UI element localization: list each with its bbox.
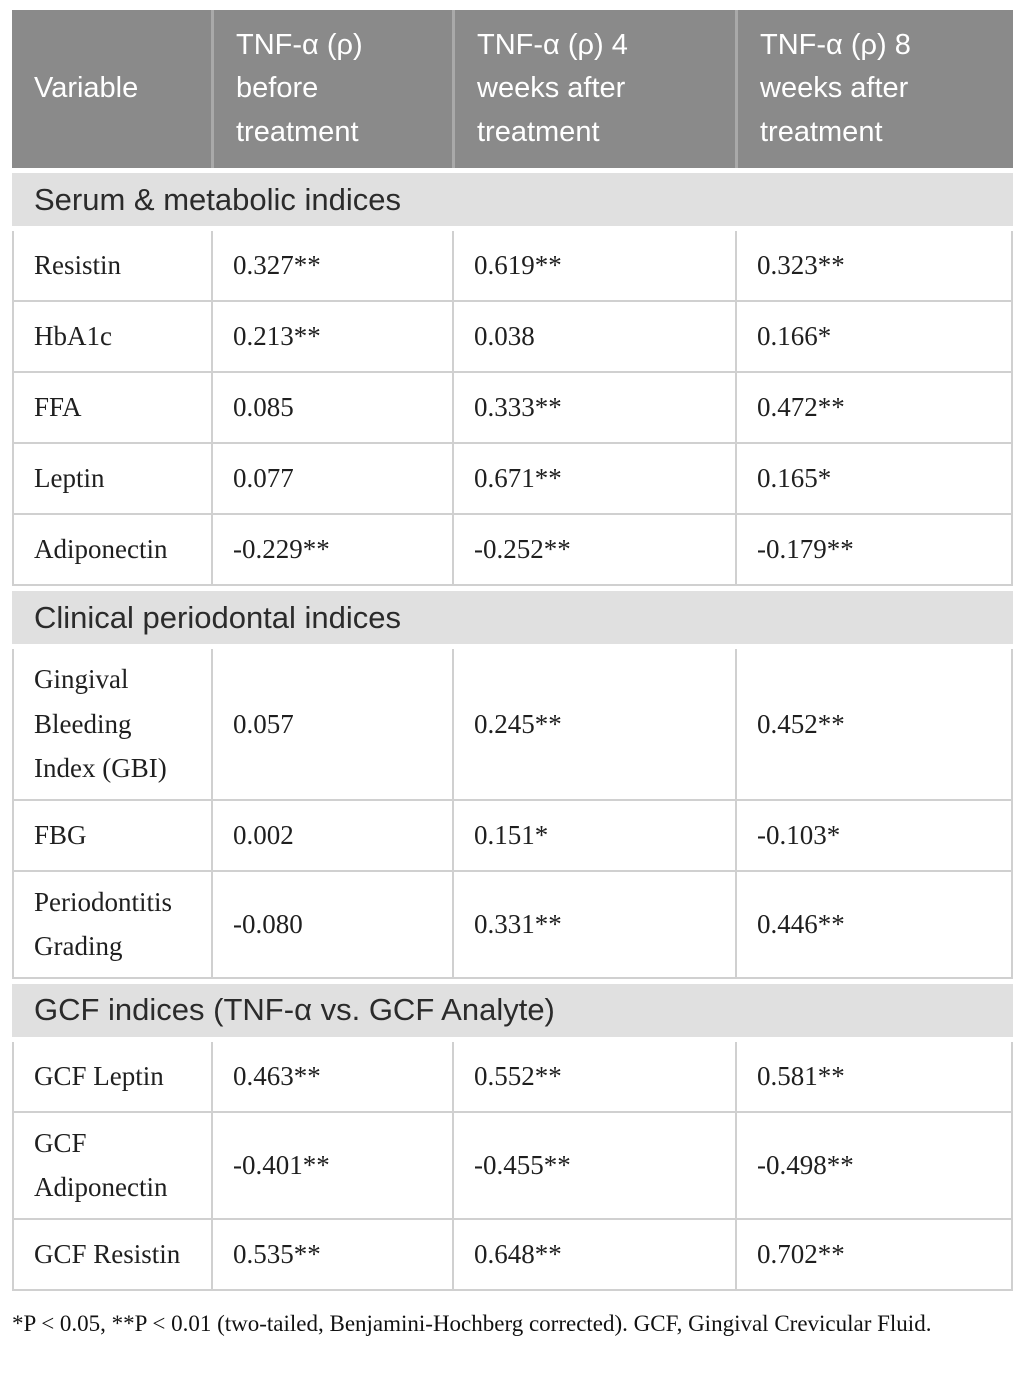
row-label: Periodontitis Grading (12, 871, 211, 979)
value-cell: -0.080 (211, 871, 452, 979)
table-row-gcf-leptin: GCF Leptin 0.463** 0.552** 0.581** (12, 1041, 1013, 1113)
value-cell: 0.535** (211, 1219, 452, 1291)
value-cell: 0.619** (452, 231, 735, 302)
row-label: Leptin (12, 444, 211, 515)
value-cell: 0.213** (211, 302, 452, 373)
value-cell: 0.057 (211, 649, 452, 801)
row-label: FBG (12, 800, 211, 872)
table-row-hba1c: HbA1c 0.213** 0.038 0.166* (12, 302, 1013, 373)
value-cell: 0.333** (452, 373, 735, 444)
column-header-tnf-before: TNF-α (ρ) before treatment (211, 10, 452, 168)
table-figure-page: Variable TNF-α (ρ) before treatment TNF-… (12, 10, 1013, 1336)
value-cell: 0.245** (452, 649, 735, 801)
section-title-gcf: GCF indices (TNF-α vs. GCF Analyte) (12, 978, 1013, 1042)
row-label: Gingival Bleeding Index (GBI) (12, 649, 211, 801)
section-header-row-clinical: Clinical periodontal indices (12, 586, 1013, 649)
table-row-periodontitis-grading: Periodontitis Grading -0.080 0.331** 0.4… (12, 871, 1013, 979)
row-label: HbA1c (12, 302, 211, 373)
value-cell: 0.671** (452, 444, 735, 515)
table-row-leptin: Leptin 0.077 0.671** 0.165* (12, 444, 1013, 515)
column-header-variable: Variable (12, 10, 211, 168)
value-cell: 0.165* (735, 444, 1013, 515)
value-cell: -0.229** (211, 515, 452, 586)
value-cell: 0.085 (211, 373, 452, 444)
value-cell: -0.401** (211, 1112, 452, 1220)
column-header-tnf-8-weeks: TNF-α (ρ) 8 weeks after treatment (735, 10, 1013, 168)
value-cell: 0.151* (452, 800, 735, 872)
row-label: GCF Leptin (12, 1041, 211, 1113)
value-cell: 0.166* (735, 302, 1013, 373)
value-cell: -0.252** (452, 515, 735, 586)
table-row-adiponectin: Adiponectin -0.229** -0.252** -0.179** (12, 515, 1013, 586)
value-cell: 0.581** (735, 1041, 1013, 1113)
row-label: Adiponectin (12, 515, 211, 586)
value-cell: 0.323** (735, 231, 1013, 302)
value-cell: -0.455** (452, 1112, 735, 1220)
table-row-gcf-resistin: GCF Resistin 0.535** 0.648** 0.702** (12, 1219, 1013, 1291)
header-row: Variable TNF-α (ρ) before treatment TNF-… (12, 10, 1013, 168)
table-row-resistin: Resistin 0.327** 0.619** 0.323** (12, 231, 1013, 302)
value-cell: 0.463** (211, 1041, 452, 1113)
table-row-gcf-adiponectin: GCF Adiponectin -0.401** -0.455** -0.498… (12, 1112, 1013, 1220)
value-cell: 0.077 (211, 444, 452, 515)
value-cell: 0.452** (735, 649, 1013, 801)
table-row-gbi: Gingival Bleeding Index (GBI) 0.057 0.24… (12, 649, 1013, 801)
value-cell: 0.702** (735, 1219, 1013, 1291)
value-cell: 0.002 (211, 800, 452, 872)
column-header-tnf-4-weeks: TNF-α (ρ) 4 weeks after treatment (452, 10, 735, 168)
value-cell: -0.498** (735, 1112, 1013, 1220)
section-header-row-gcf: GCF indices (TNF-α vs. GCF Analyte) (12, 978, 1013, 1042)
section-header-row-serum: Serum & metabolic indices (12, 168, 1013, 231)
table-row-fbg: FBG 0.002 0.151* -0.103* (12, 800, 1013, 872)
section-title-clinical: Clinical periodontal indices (12, 586, 1013, 649)
value-cell: 0.552** (452, 1041, 735, 1113)
section-title-serum: Serum & metabolic indices (12, 168, 1013, 231)
footnote: *P < 0.05, **P < 0.01 (two-tailed, Benja… (12, 1310, 932, 1336)
correlation-table: Variable TNF-α (ρ) before treatment TNF-… (12, 10, 1013, 1291)
row-label: GCF Adiponectin (12, 1112, 211, 1220)
value-cell: -0.179** (735, 515, 1013, 586)
row-label: Resistin (12, 231, 211, 302)
value-cell: 0.472** (735, 373, 1013, 444)
value-cell: 0.648** (452, 1219, 735, 1291)
value-cell: 0.038 (452, 302, 735, 373)
value-cell: 0.446** (735, 871, 1013, 979)
value-cell: 0.331** (452, 871, 735, 979)
row-label: GCF Resistin (12, 1219, 211, 1291)
value-cell: 0.327** (211, 231, 452, 302)
table-row-ffa: FFA 0.085 0.333** 0.472** (12, 373, 1013, 444)
row-label: FFA (12, 373, 211, 444)
value-cell: -0.103* (735, 800, 1013, 872)
